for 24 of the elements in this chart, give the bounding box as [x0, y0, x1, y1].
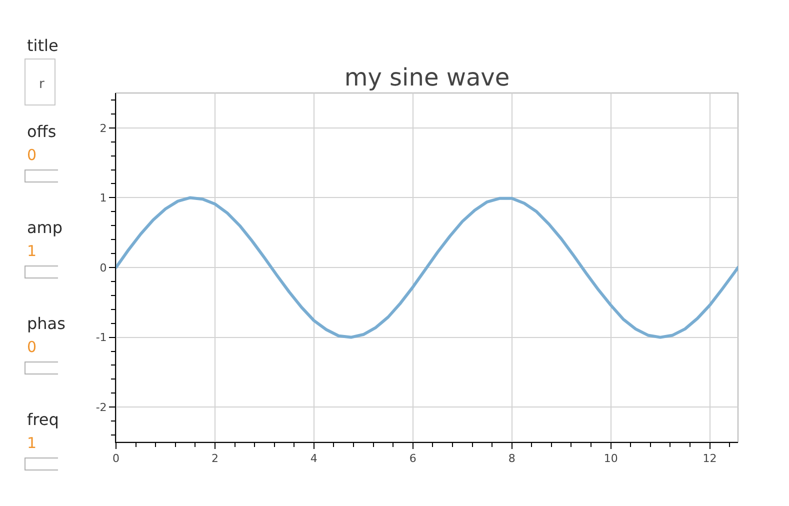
- x-tick-label: 0: [112, 452, 120, 466]
- x-tick-label: 6: [409, 452, 416, 466]
- x-tick-label: 4: [310, 452, 318, 466]
- y-tick-label: 1: [100, 192, 107, 205]
- y-tick-label: -2: [96, 400, 107, 414]
- line-series: [116, 196, 738, 339]
- text: title: [27, 36, 58, 55]
- x-tick-label: 12: [702, 452, 717, 466]
- text: phas: [27, 314, 66, 333]
- text: 0: [27, 146, 37, 164]
- text: offs: [27, 122, 56, 141]
- x-tick-label: 8: [508, 452, 516, 466]
- text: 1: [27, 242, 37, 260]
- text: 0: [27, 338, 37, 356]
- y-tick-label: 2: [100, 122, 107, 135]
- y-tick-label: 0: [100, 261, 107, 274]
- x-tick-label: 10: [604, 452, 618, 466]
- x-tick-label: 2: [211, 452, 218, 466]
- text: amp: [27, 218, 63, 237]
- y-tick-label: -1: [96, 331, 107, 344]
- text: r: [39, 77, 45, 92]
- text: 1: [27, 434, 37, 452]
- chart-title: my sine wave: [344, 63, 510, 92]
- text: freq: [27, 410, 59, 429]
